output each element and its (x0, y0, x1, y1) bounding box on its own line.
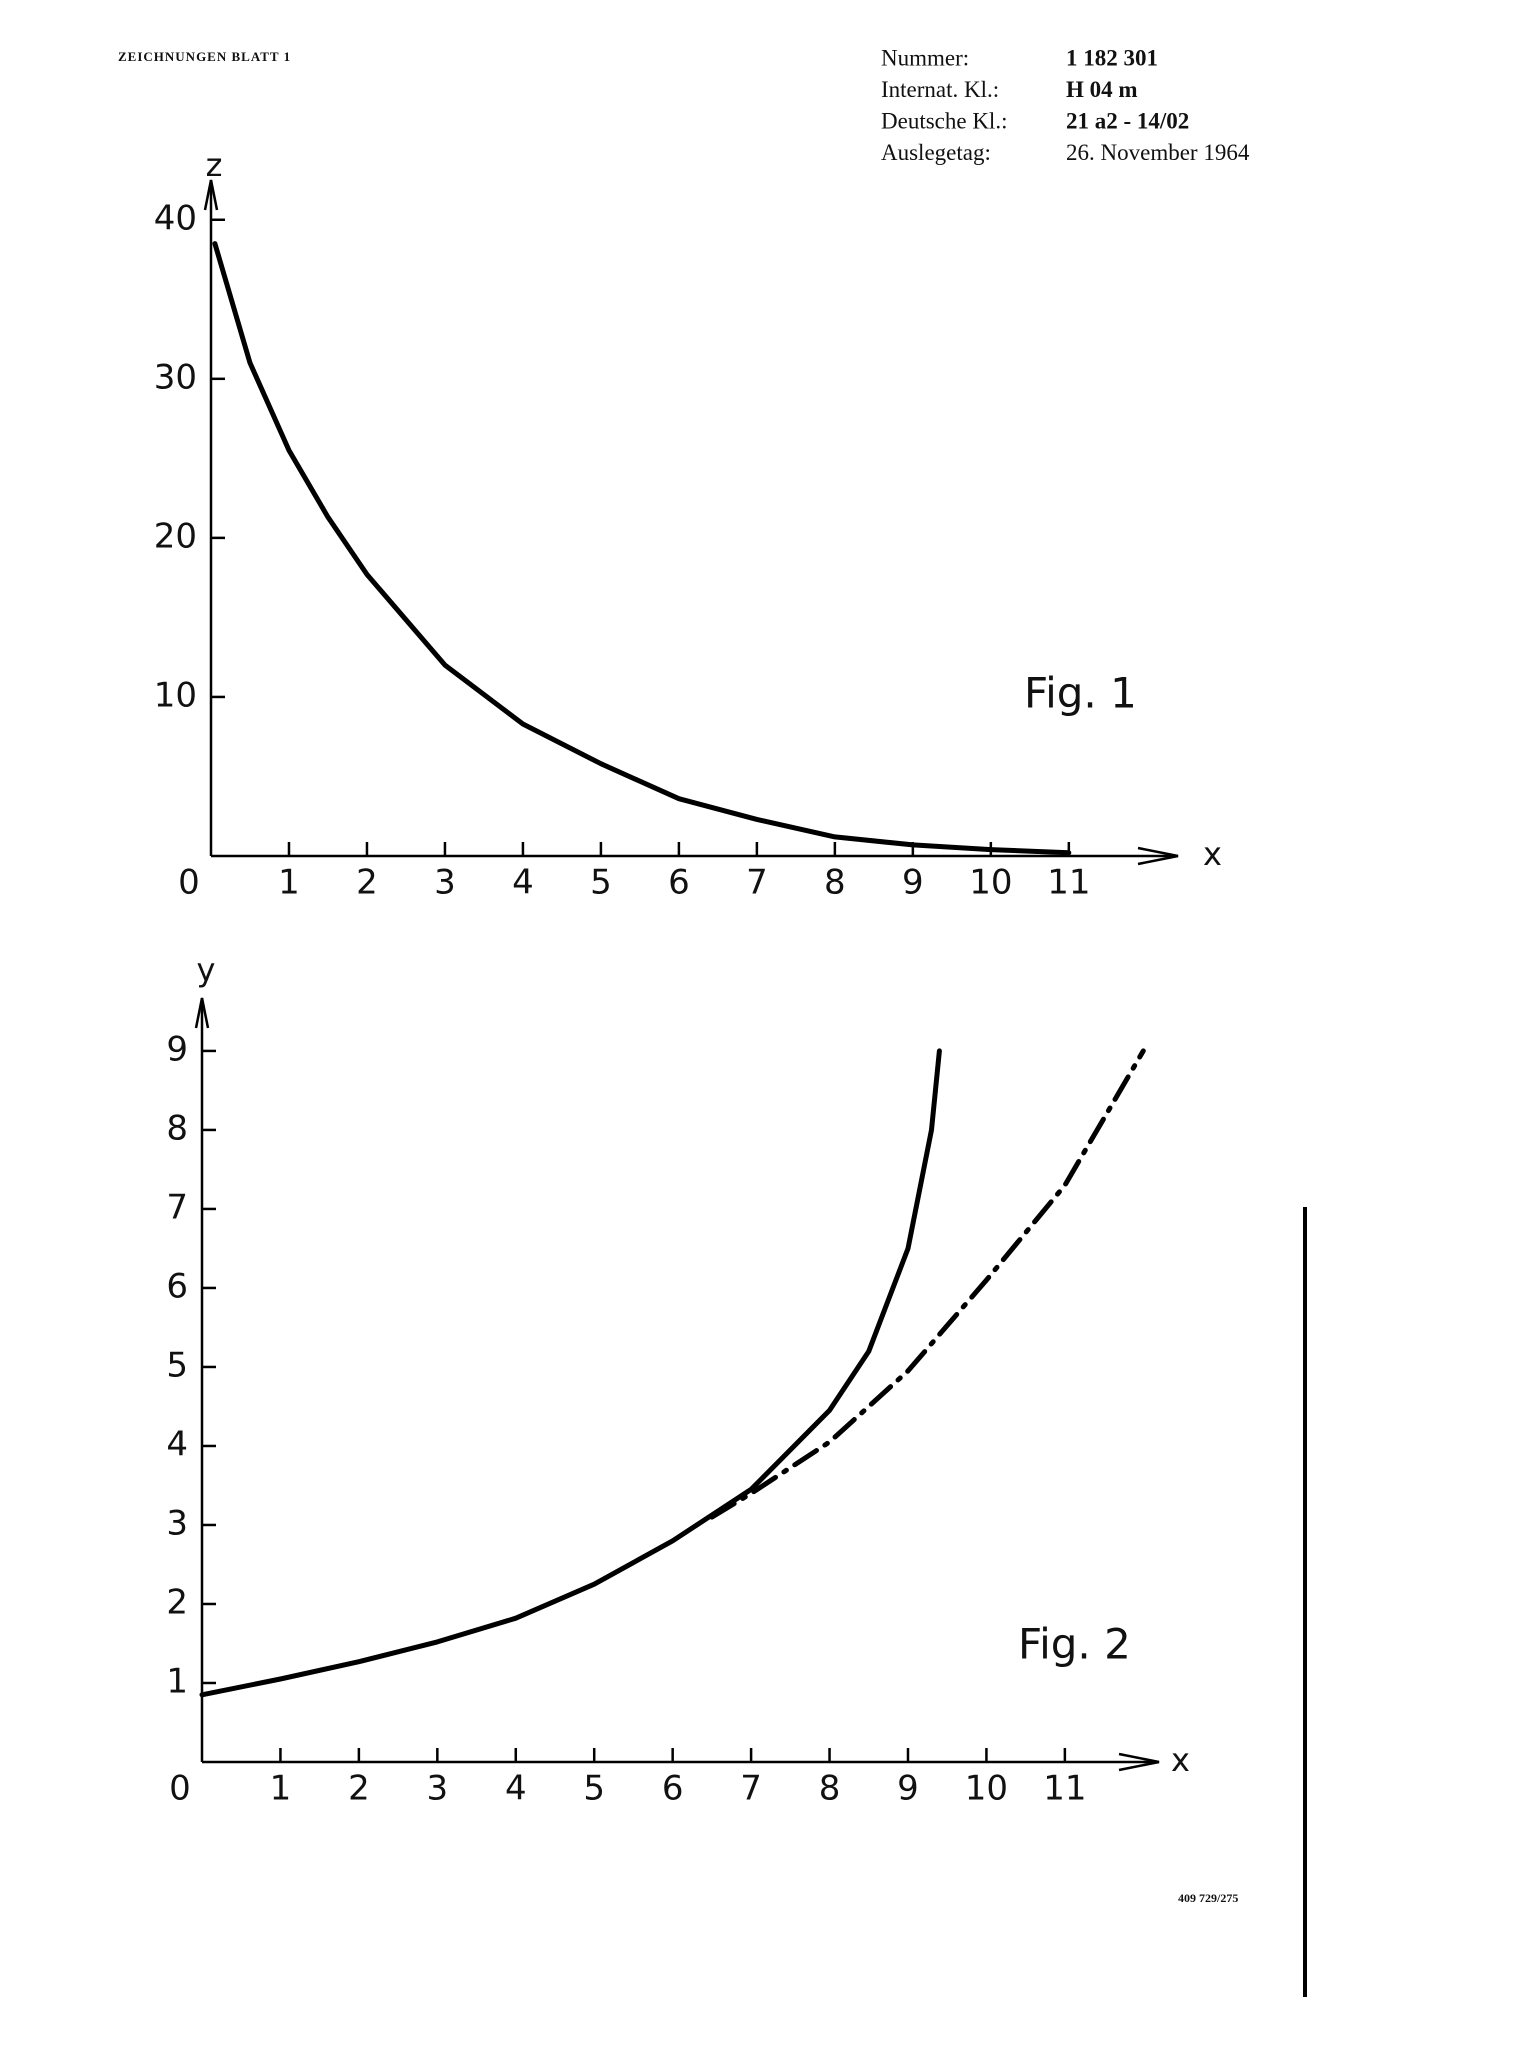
x-arrow (1118, 1752, 1160, 1772)
x-tick-label: 3 (434, 863, 456, 903)
field-value: 26. November 1964 (1066, 140, 1250, 165)
x-tick-label: 7 (740, 1769, 762, 1809)
x-tick-label: 1 (270, 1769, 292, 1809)
field-value: H 04 m (1066, 77, 1138, 102)
y-axis-label: z (206, 146, 223, 184)
figure-label: Fig. 2 (1018, 1620, 1131, 1669)
field-label: Nummer: (881, 45, 969, 70)
x-tick-label: 9 (902, 863, 924, 903)
x-tick-label: 0 (178, 863, 200, 903)
curve (199, 1048, 942, 1698)
sheet-title: ZEICHNUNGEN BLATT 1 (118, 49, 291, 64)
x-tick-label: 8 (824, 863, 846, 903)
y-tick-label: 2 (166, 1582, 188, 1622)
curve (709, 1048, 1146, 1520)
x-tick-label: 2 (348, 1769, 370, 1809)
x-tick-label: 2 (356, 863, 378, 903)
x-tick-label: 6 (662, 1769, 684, 1809)
x-tick-label: 3 (427, 1769, 449, 1809)
x-tick-label: 5 (583, 1769, 605, 1809)
y-tick-label: 8 (166, 1108, 188, 1148)
field-label: Auslegetag: (881, 140, 991, 165)
x-tick-label: 10 (969, 863, 1012, 903)
y-arrow (194, 997, 210, 1029)
y-tick-label: 30 (154, 357, 197, 397)
x-tick-label: 5 (590, 863, 612, 903)
x-tick-label: 9 (897, 1769, 919, 1809)
field-label: Deutsche Kl.: (881, 108, 1007, 133)
field-value: 21 a2 - 14/02 (1066, 108, 1189, 133)
figure-label: Fig. 1 (1024, 669, 1137, 718)
x-tick-label: 8 (819, 1769, 841, 1809)
y-tick-label: 9 (166, 1029, 188, 1069)
x-axis-label: x (1203, 835, 1222, 873)
y-tick-label: 20 (154, 516, 197, 556)
y-tick-label: 5 (166, 1345, 188, 1385)
y-tick-label: 40 (154, 198, 197, 238)
x-tick-label: 4 (505, 1769, 527, 1809)
y-axis-label: y (197, 951, 216, 989)
x-tick-label: 7 (746, 863, 768, 903)
y-tick-label: 4 (166, 1424, 188, 1464)
x-tick-label: 1 (278, 863, 300, 903)
x-tick-label: 6 (668, 863, 690, 903)
x-tick-label: 4 (512, 863, 534, 903)
x-tick-label: 11 (1043, 1769, 1086, 1809)
y-tick-label: 6 (166, 1266, 188, 1306)
curve (212, 241, 1072, 856)
x-tick-label: 10 (965, 1769, 1008, 1809)
x-arrow (1137, 846, 1179, 866)
y-arrow (203, 179, 219, 211)
y-tick-label: 10 (154, 675, 197, 715)
x-axis-label: x (1171, 1741, 1190, 1779)
x-tick-label: 0 (169, 1769, 191, 1809)
y-tick-label: 7 (166, 1187, 188, 1227)
footer-code: 409 729/275 (1178, 1891, 1238, 1905)
x-tick-label: 11 (1047, 863, 1090, 903)
y-tick-label: 1 (166, 1661, 188, 1701)
field-label: Internat. Kl.: (881, 77, 999, 102)
field-value: 1 182 301 (1066, 45, 1158, 70)
y-tick-label: 3 (166, 1503, 188, 1543)
